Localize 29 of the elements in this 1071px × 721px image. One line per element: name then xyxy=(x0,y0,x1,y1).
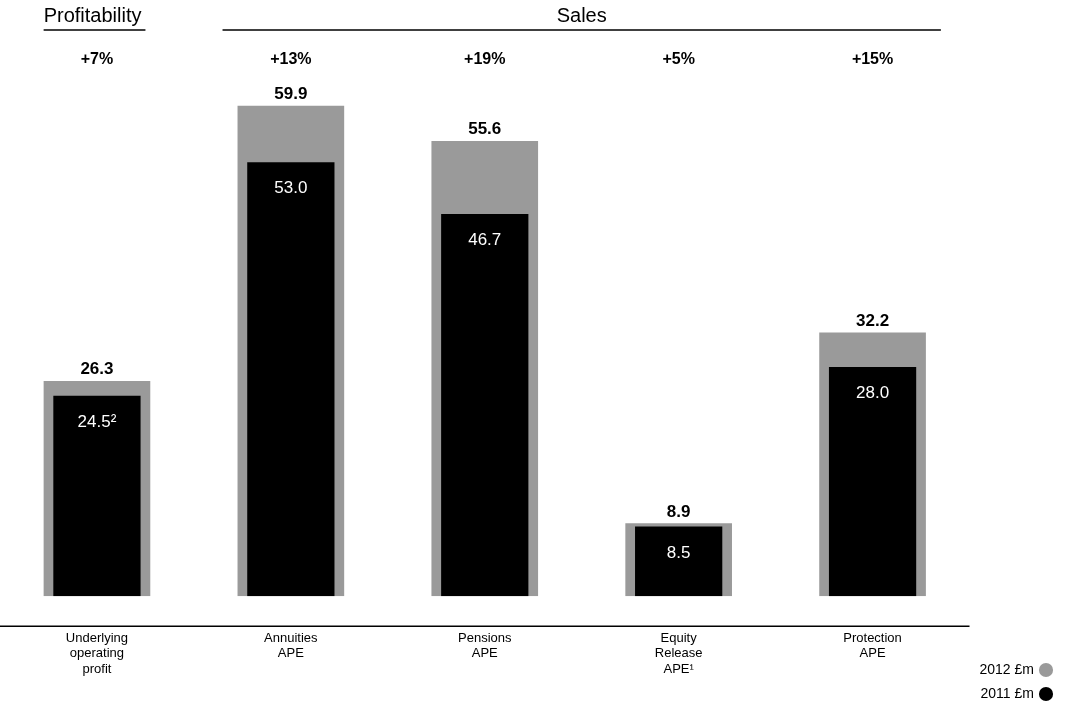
text: Sales xyxy=(556,4,607,26)
data-label: 53.0 xyxy=(274,178,308,198)
data-label: 46.7 xyxy=(468,230,502,250)
data-label: 8.9 xyxy=(666,501,691,521)
bar xyxy=(441,213,529,597)
x-tick-label: Equity Release APE¹ xyxy=(654,629,703,676)
data-label: 8.5 xyxy=(666,542,691,562)
bar xyxy=(247,162,335,597)
bar xyxy=(53,395,141,597)
x-tick-label: Pensions APE xyxy=(458,629,512,661)
bar xyxy=(828,366,917,597)
data-label: 59.9 xyxy=(274,84,308,104)
legend-label: 2011 £m xyxy=(980,684,1034,701)
text: +13% xyxy=(270,50,312,67)
legend-label: 2012 £m xyxy=(979,660,1034,677)
text: +5% xyxy=(662,50,695,67)
data-label: 32.2 xyxy=(856,310,890,330)
text: Profitability xyxy=(43,4,142,26)
text: +7% xyxy=(80,50,114,67)
data-label: 26.3 xyxy=(80,359,114,379)
x-tick-label: Protection APE xyxy=(843,629,902,661)
x-tick-label: Annuities APE xyxy=(264,629,319,661)
text: +19% xyxy=(464,50,506,67)
data-label: 55.6 xyxy=(468,119,502,139)
text: +15% xyxy=(851,50,894,67)
data-label: 28.0 xyxy=(856,383,890,403)
x-tick-label: Underlying operating profit xyxy=(65,629,129,676)
bar xyxy=(635,526,723,597)
data-label: 24.5² xyxy=(77,411,117,431)
